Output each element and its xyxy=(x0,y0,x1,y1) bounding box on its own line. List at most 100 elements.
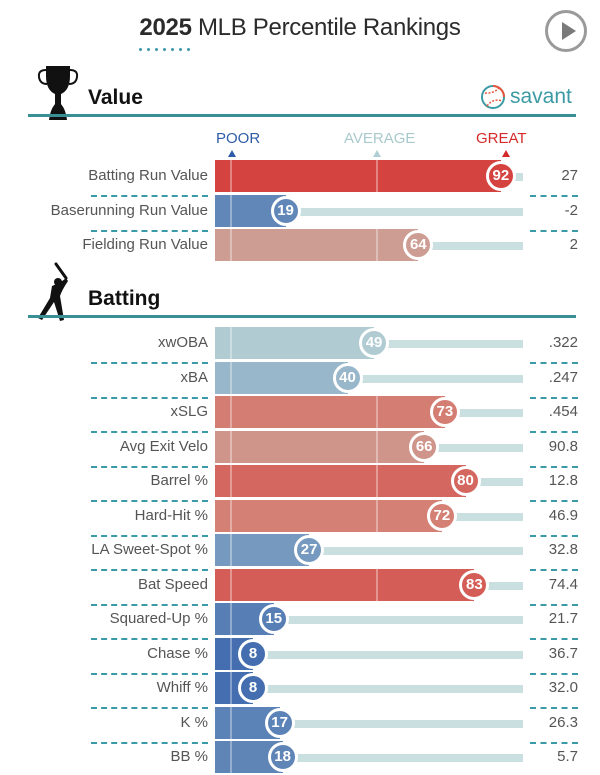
metric-row: BB % 18 5.7 xyxy=(0,741,600,775)
reference-line xyxy=(230,741,232,773)
metric-value: .247 xyxy=(548,368,578,386)
metric-label: Chase % xyxy=(147,644,208,662)
row-divider xyxy=(91,672,208,675)
row-divider xyxy=(530,500,578,502)
metric-label: Bat Speed xyxy=(137,575,208,593)
percentile-track xyxy=(444,409,523,417)
percentile-badge: 49 xyxy=(359,328,390,358)
row-divider xyxy=(530,396,578,399)
row-divider xyxy=(91,638,208,640)
percentile-badge: 66 xyxy=(409,431,440,462)
great-marker-icon xyxy=(502,150,510,157)
percentile-badge: 73 xyxy=(429,397,460,427)
percentile-bar xyxy=(215,160,501,192)
reference-line xyxy=(230,637,232,670)
row-divider xyxy=(91,534,208,537)
metric-value: 32.8 xyxy=(548,541,578,558)
metric-row: Whiff % 8 32.0 xyxy=(0,672,600,709)
metric-value: 5.7 xyxy=(557,748,578,765)
metric-label: Barrel % xyxy=(150,472,208,489)
trophy-icon xyxy=(37,66,79,120)
metric-row: Squared-Up % 15 21.7 xyxy=(0,603,600,640)
percentile-bar xyxy=(215,229,419,261)
percentile-track xyxy=(441,512,523,521)
metric-row: Hard-Hit % 72 46.9 xyxy=(0,499,600,537)
metric-label: LA Sweet-Spot % xyxy=(91,541,208,558)
reference-line xyxy=(230,603,232,635)
metric-label: xwOBA xyxy=(157,334,208,351)
reference-line xyxy=(230,672,232,704)
scale-label-average: AVERAGE xyxy=(344,130,416,147)
reference-line xyxy=(230,194,232,227)
reference-line xyxy=(376,160,378,192)
percentile-track xyxy=(285,207,523,216)
percentile-bar xyxy=(215,534,310,566)
row-divider xyxy=(91,229,208,232)
metric-label: Whiff % xyxy=(156,679,208,696)
row-divider xyxy=(530,465,578,468)
percentile-bar xyxy=(215,568,475,601)
metric-label: Fielding Run Value xyxy=(82,236,208,253)
row-divider xyxy=(530,569,578,571)
row-divider xyxy=(91,362,208,364)
reference-line xyxy=(376,430,378,463)
average-marker-icon xyxy=(373,150,381,157)
percentile-track xyxy=(465,478,523,486)
percentile-track xyxy=(309,547,523,555)
metric-label: Hard-Hit % xyxy=(134,506,208,524)
percentile-track xyxy=(273,616,523,624)
row-divider xyxy=(530,362,578,364)
metric-value: 21.7 xyxy=(548,610,578,627)
reference-line xyxy=(376,396,378,428)
section-rule-batting xyxy=(28,315,576,318)
metric-row: LA Sweet-Spot % 27 32.8 xyxy=(0,534,600,571)
savant-text: savant xyxy=(510,85,572,108)
percentile-badge: 80 xyxy=(450,466,481,496)
percentile-badge: 8 xyxy=(238,638,269,669)
percentile-badge: 15 xyxy=(258,604,289,634)
title-text: MLB Percentile Rankings xyxy=(191,14,461,41)
scale-label-great: GREAT xyxy=(476,130,527,147)
section-rule-value xyxy=(28,114,576,117)
row-divider xyxy=(530,707,578,709)
reference-line xyxy=(230,706,232,739)
row-divider xyxy=(91,396,208,399)
reference-line xyxy=(230,327,232,359)
row-divider xyxy=(530,534,578,537)
metric-value: -2 xyxy=(564,201,578,219)
row-divider xyxy=(91,741,208,744)
metric-label: Avg Exit Velo xyxy=(119,437,208,455)
percentile-badge: 40 xyxy=(332,362,363,393)
percentile-track xyxy=(424,443,523,452)
metric-value: 36.7 xyxy=(548,644,578,662)
percentile-badge: 64 xyxy=(403,230,434,260)
title-underline-dots xyxy=(139,48,190,51)
percentile-badge: 18 xyxy=(267,742,298,772)
percentile-track xyxy=(282,754,523,762)
metric-row: xwOBA 49 .322 xyxy=(0,327,600,364)
percentile-badge: 17 xyxy=(264,707,295,738)
metric-value: 12.8 xyxy=(548,472,578,489)
metric-value: 74.4 xyxy=(548,575,578,593)
reference-line xyxy=(230,534,232,566)
metric-value: .322 xyxy=(548,334,578,351)
percentile-bar xyxy=(215,499,442,532)
scale-label-poor: POOR xyxy=(216,130,261,147)
metric-label: Baserunning Run Value xyxy=(50,201,208,219)
play-button[interactable] xyxy=(545,10,587,52)
baseball-icon xyxy=(481,85,505,109)
metric-row: Batting Run Value 92 27 xyxy=(0,160,600,197)
batter-icon xyxy=(38,262,68,321)
section-title-batting: Batting xyxy=(88,287,161,310)
row-divider xyxy=(91,707,208,709)
reference-line xyxy=(230,229,232,261)
percentile-badge: 27 xyxy=(294,535,325,565)
percentile-bar xyxy=(215,430,425,463)
percentile-badge: 83 xyxy=(459,569,490,600)
reference-line xyxy=(376,568,378,601)
reference-line xyxy=(376,465,378,497)
metric-value: 27 xyxy=(561,167,578,184)
reference-line xyxy=(376,229,378,261)
metric-row: Fielding Run Value 64 2 xyxy=(0,229,600,263)
metric-value: .454 xyxy=(548,403,578,420)
